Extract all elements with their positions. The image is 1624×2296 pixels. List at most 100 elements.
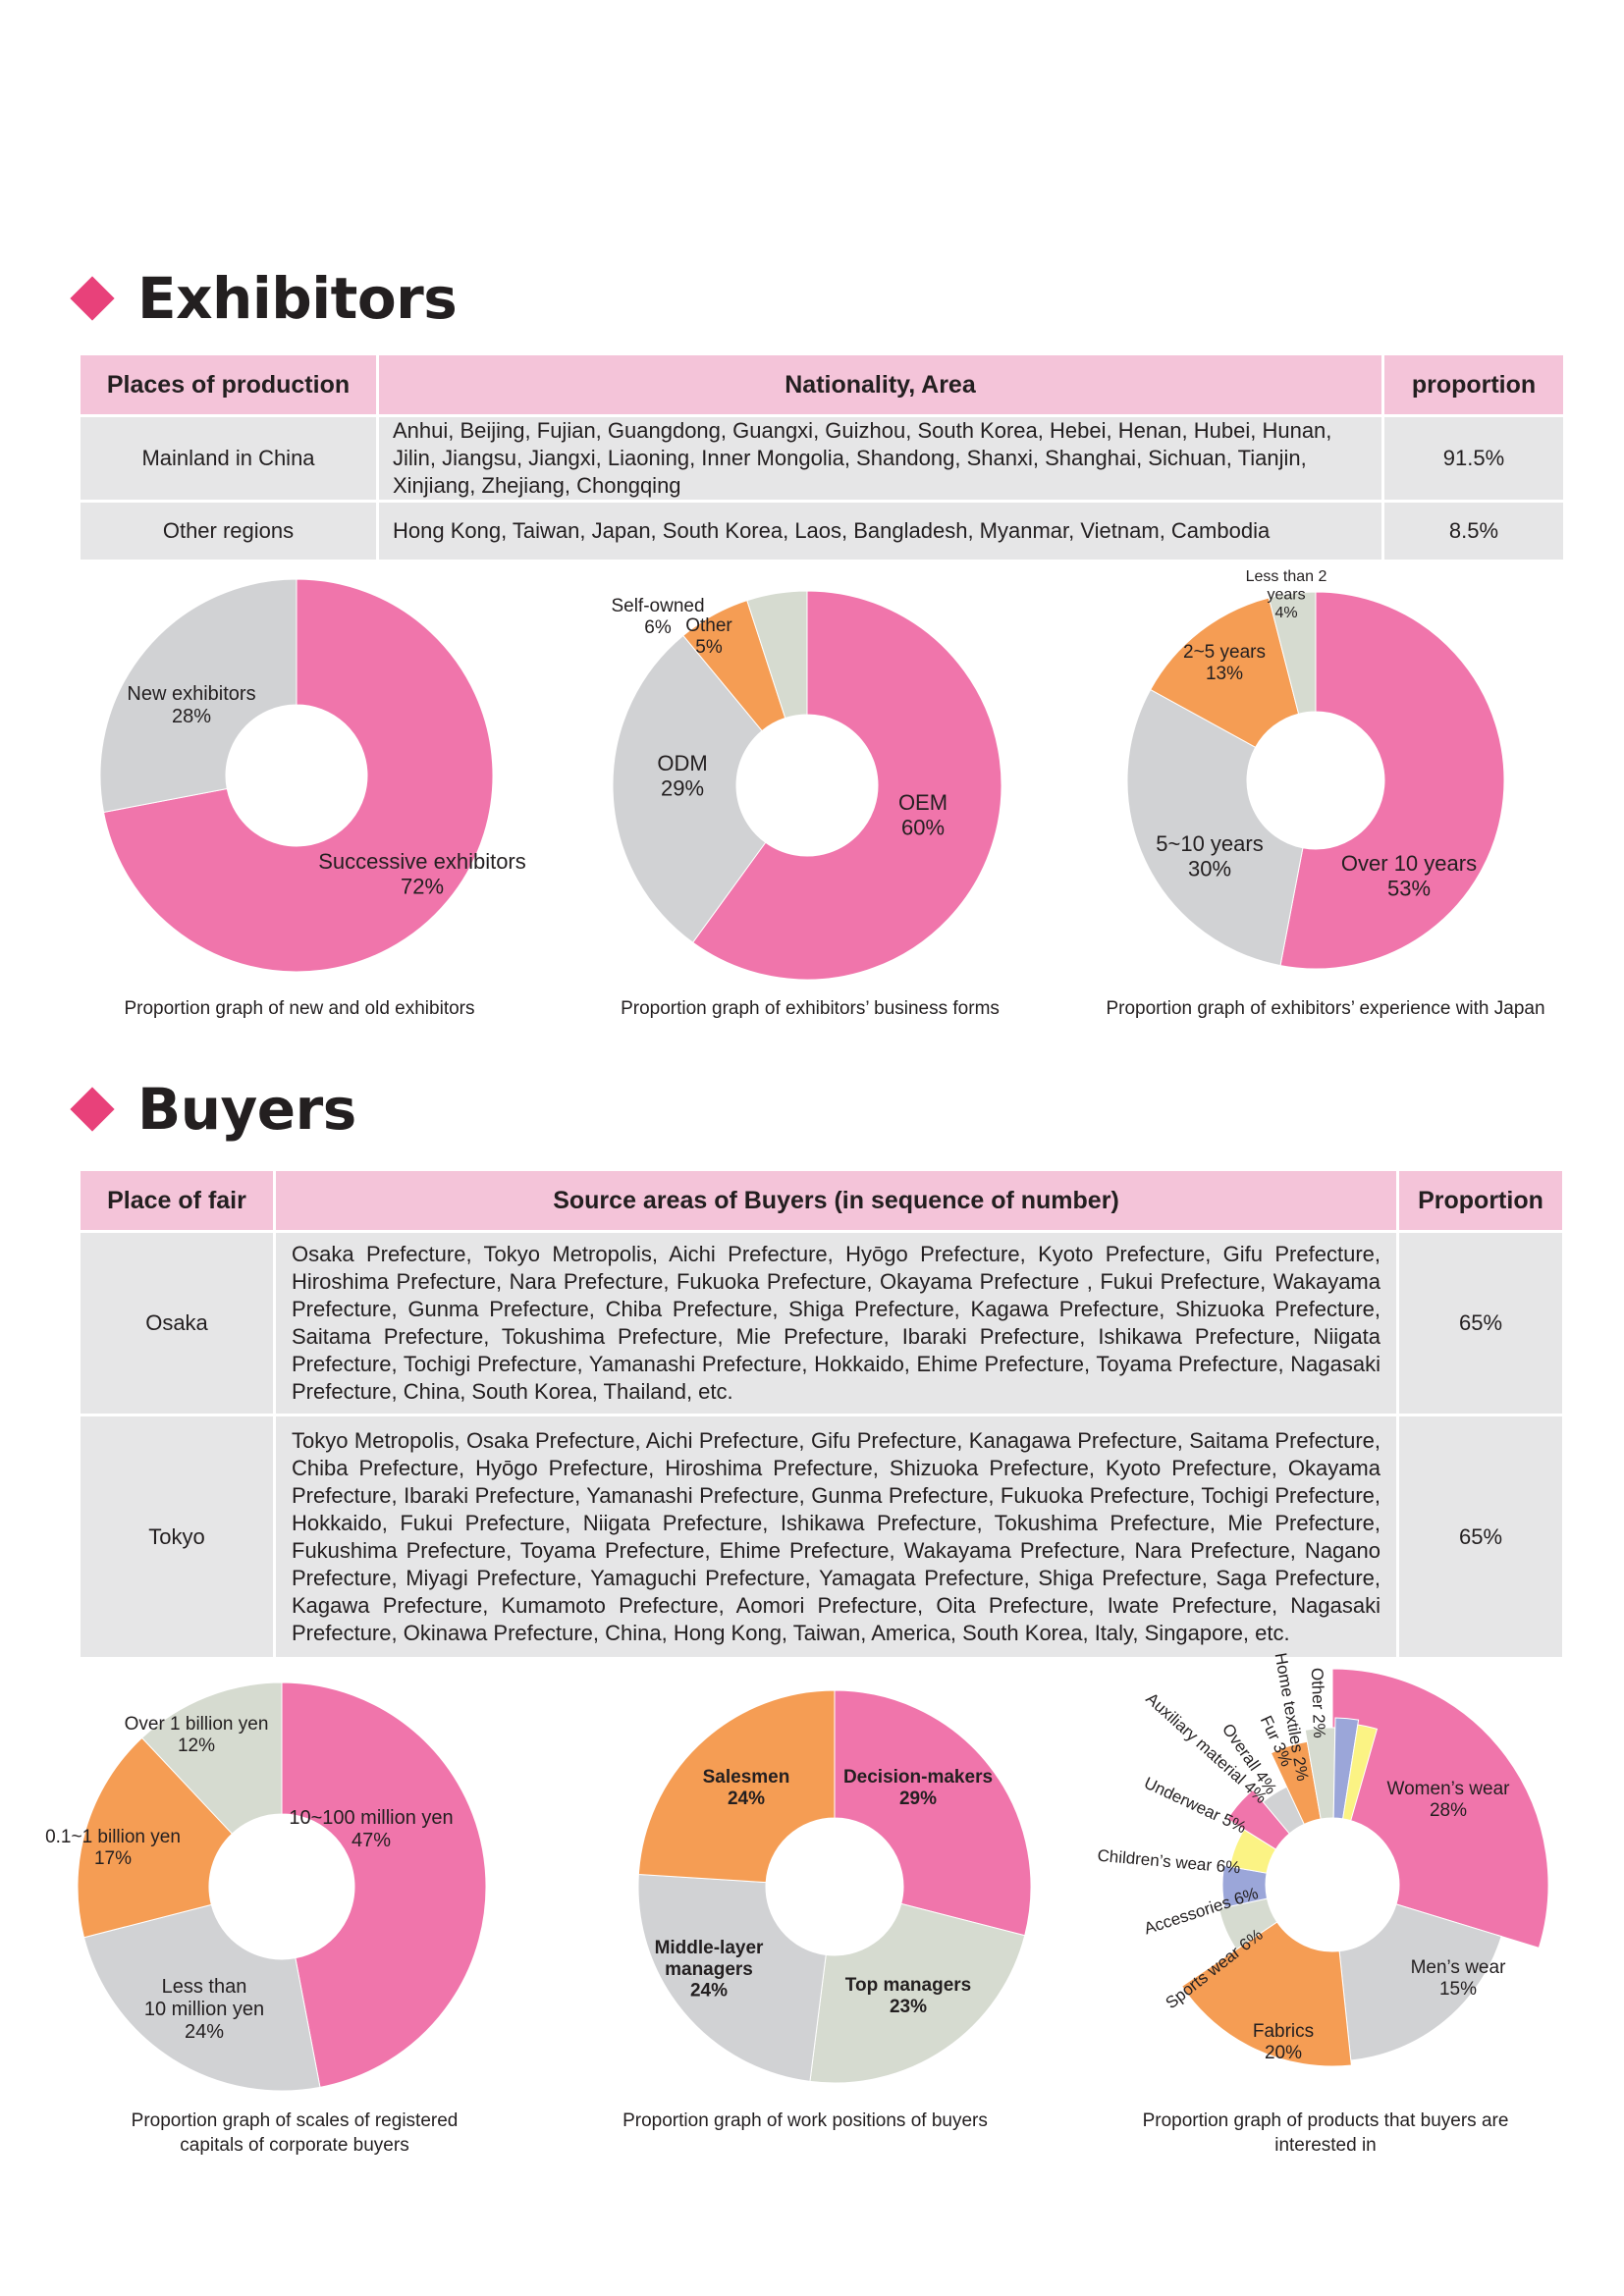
slice-label-line: 24% [728, 1789, 765, 1809]
row-proportion: 91.5% [1384, 417, 1563, 500]
slice-label-line: 5% [695, 637, 723, 658]
chart-registered-capital: 10~100 million yen 47% Less than 10 million… [39, 1659, 511, 2101]
pie-slice [1150, 597, 1300, 748]
table-row: Tokyo Tokyo Metropolis, Osaka Prefecture… [81, 1416, 1562, 1657]
table-row: Osaka Osaka Prefecture, Tokyo Metropolis… [81, 1233, 1562, 1414]
header-proportion: proportion [1384, 355, 1563, 414]
pie-slice [1338, 1903, 1502, 2061]
row-place: Other regions [81, 503, 376, 560]
slice-label-line: 29% [899, 1789, 937, 1809]
row-areas: Osaka Prefecture, Tokyo Metropolis, Aich… [276, 1233, 1396, 1414]
slice-label-line: Less than 2 [1246, 568, 1327, 585]
slice-label-line: Men’s wear [1411, 1957, 1506, 1978]
chart-caption: Proportion graph of products that buyers… [1142, 2110, 1509, 2156]
chart-products-interest: Women’s wear 28% Men’s wear 15% Fabrics 20% Sp… [1056, 1651, 1586, 2101]
slice-label: Other 2% [1308, 1668, 1328, 1738]
slice-label: 10~100 million yen 47% [289, 1807, 453, 1851]
slice-label-line: OEM [898, 790, 947, 815]
header-source-areas: Source areas of Buyers (in sequence of n… [276, 1171, 1396, 1230]
slice-label: Fabrics 20% [1253, 2021, 1314, 2063]
slice-label-line: Over 10 years [1341, 851, 1477, 876]
pie-slice [637, 1873, 827, 2082]
slice-label-line: 6% [644, 617, 672, 638]
slice-label: Salesmen 24% [703, 1767, 790, 1809]
slice-label-line: 4% [1274, 605, 1297, 621]
slice-label-line: 10 million yen [144, 1999, 264, 2020]
slice-label-line: 24% [185, 2021, 224, 2043]
slice-label-line: 0.1~1 billion yen [45, 1827, 181, 1847]
slice-label: Decision-makers 29% [843, 1767, 993, 1809]
row-areas: Tokyo Metropolis, Osaka Prefecture, Aich… [276, 1416, 1396, 1657]
pie-slice [1126, 688, 1304, 967]
slice-label: Other 5% [685, 615, 732, 658]
pie-slice [140, 1682, 283, 1835]
slice-label-line: 10~100 million yen [289, 1807, 453, 1829]
row-proportion: 65% [1399, 1233, 1562, 1414]
row-place: Mainland in China [81, 417, 376, 500]
buyers-heading: Buyers [70, 1076, 356, 1143]
slice-label-line: 2~5 years [1183, 642, 1266, 663]
pie-slice [612, 634, 767, 943]
chart-caption: Proportion graph of exhibitors’ experien… [1106, 998, 1545, 1019]
row-proportion: 65% [1399, 1416, 1562, 1657]
chart-business-forms: OEM 60% ODM 29% Self-owned 6% Other 5% [589, 569, 1031, 1001]
pie-slice [82, 1903, 321, 2092]
slice-label-line: 47% [352, 1830, 391, 1851]
slice-label-line: Less than [162, 1976, 247, 1998]
diamond-bullet-icon [70, 1087, 115, 1132]
slice-label-line: ODM [657, 751, 707, 775]
pie-slice [1331, 1668, 1549, 1949]
slice-label-line: Top managers [845, 1975, 971, 1996]
slice-label-line: Children’s wear 6% [1097, 1846, 1241, 1878]
slice-label-line: 24% [690, 1981, 728, 2002]
slice-label-line: Middle-layer [655, 1938, 764, 1958]
slice-label-line: 30% [1188, 856, 1231, 881]
pie-slice [1218, 1897, 1278, 1950]
diamond-bullet-icon [70, 276, 115, 321]
header-place-of-fair: Place of fair [81, 1171, 273, 1230]
header-nationality: Nationality, Area [379, 355, 1381, 414]
slice-label: OEM 60% [898, 790, 947, 839]
chart-experience-japan: Over 10 years 53% 5~10 years 30% 2~5 years 13… [1100, 560, 1542, 1001]
slice-label-line: 28% [172, 706, 211, 727]
slice-label-line: 28% [1430, 1800, 1467, 1821]
slice-label-line: years [1267, 586, 1305, 603]
slice-label: ODM 29% [657, 751, 707, 800]
chart-caption: Proportion graph of new and old exhibito… [124, 998, 475, 1019]
row-areas: Hong Kong, Taiwan, Japan, South Korea, L… [379, 503, 1381, 560]
slice-label-line: 5~10 years [1156, 831, 1263, 856]
slice-label-line: 23% [890, 1997, 927, 2017]
buyers-table: Place of fair Source areas of Buyers (in… [78, 1168, 1565, 1660]
pie-slice [809, 1902, 1026, 2084]
slice-label-line: 12% [178, 1735, 215, 1756]
table-header-row: Place of fair Source areas of Buyers (in… [81, 1171, 1562, 1230]
pie-slice [99, 578, 298, 814]
slice-label: 2~5 years 13% [1183, 642, 1266, 684]
pie-slice [281, 1682, 487, 2088]
pie-slice [77, 1736, 234, 1939]
slice-label-line: Fabrics [1253, 2021, 1314, 2042]
slice-label-line: 53% [1387, 876, 1431, 900]
row-place: Osaka [81, 1233, 273, 1414]
slice-label: New exhibitors 28% [127, 683, 255, 727]
slice-label-line: 72% [401, 874, 444, 898]
table-row: Other regions Hong Kong, Taiwan, Japan, … [81, 503, 1563, 560]
buyers-title: Buyers [137, 1076, 356, 1143]
chart-caption: Proportion graph of exhibitors’ business… [621, 998, 1000, 1019]
slice-label-line: Successive exhibitors [318, 849, 526, 874]
slice-label: Middle-layer managers 24% [655, 1938, 764, 2002]
slice-label-line: 29% [661, 775, 704, 800]
chart-work-positions: Decision-makers 29% Top managers 23% Middle-… [599, 1659, 1051, 2101]
slice-label-line: managers [665, 1959, 753, 1980]
slice-label: 5~10 years 30% [1156, 831, 1263, 881]
row-areas: Anhui, Beijing, Fujian, Guangdong, Guang… [379, 417, 1381, 500]
table-row: Mainland in China Anhui, Beijing, Fujian… [81, 417, 1563, 500]
slice-label-line: 15% [1439, 1979, 1477, 2000]
slice-label: Successive exhibitors 72% [318, 849, 526, 898]
pie-slice [691, 590, 1002, 981]
row-proportion: 8.5% [1384, 503, 1563, 560]
chart-caption: Proportion graph of scales of registered… [131, 2110, 459, 2156]
slice-label: Self-owned 6% [611, 596, 704, 638]
pie-slice [1342, 1724, 1379, 1822]
slice-label-line: 13% [1206, 664, 1243, 684]
